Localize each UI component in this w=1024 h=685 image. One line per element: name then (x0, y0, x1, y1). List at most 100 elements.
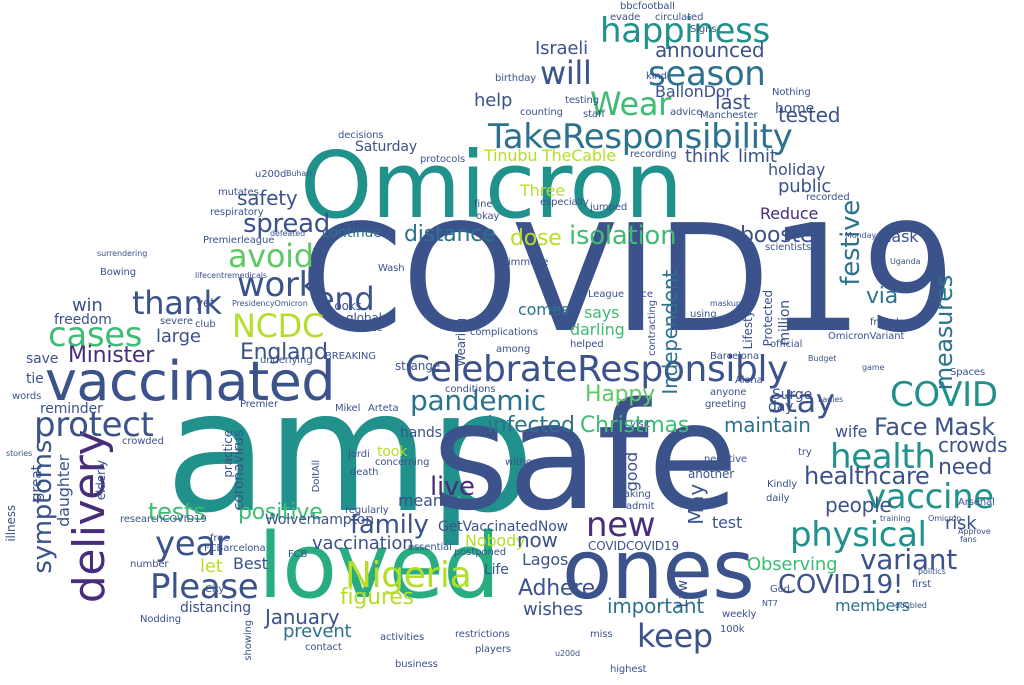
word-nt7: NT7 (762, 599, 778, 608)
word-test: test (712, 513, 743, 532)
word-infected: infected (487, 413, 575, 438)
word-vaccine: vaccine (866, 477, 994, 517)
word-club: club (195, 319, 216, 330)
word-greeting: greeting (705, 399, 747, 410)
word-jumped: jumped (590, 202, 628, 213)
word-distance: distance (404, 222, 496, 247)
word-100k: 100k (720, 624, 745, 635)
word-getvaccinatednow: GetVaccinatedNow (438, 519, 568, 535)
word-respiratory: respiratory (210, 207, 264, 218)
word-covid19-excl: COVID19! (778, 570, 904, 600)
word-advice: advice (670, 107, 703, 118)
word-friends: friends (870, 317, 904, 328)
word-england: England (240, 340, 328, 365)
word-physical: physical (790, 515, 927, 555)
word-using: using (690, 309, 717, 320)
word-please: Please (150, 567, 259, 607)
word-kind: kind (646, 71, 667, 82)
word-taking: taking (620, 489, 651, 500)
word-helped: helped (570, 339, 604, 350)
word-large: large (156, 326, 201, 347)
word-fans: fans (960, 535, 977, 544)
word-life: Life (484, 562, 509, 578)
word-independent: Independent (658, 270, 682, 395)
word-visit: visit (630, 419, 651, 430)
word-festive: festive (836, 200, 866, 286)
word-distancing: distancing (180, 600, 251, 616)
word-training: training (880, 514, 911, 523)
word-live: live (430, 472, 475, 502)
word-jordi: Jordi (348, 449, 370, 460)
word-holiday: holiday (768, 160, 826, 179)
word-protect: protect (34, 405, 154, 445)
word-bbcfootball: bbcfootball (620, 1, 675, 12)
word-isolation: isolation (569, 221, 677, 251)
word-number: number (130, 559, 169, 570)
word-safety: safety (237, 186, 298, 210)
word-surrendering: surrendering (97, 249, 148, 258)
word-may: May (684, 484, 708, 525)
word-million: million (777, 300, 793, 346)
word-okay: okay (476, 211, 500, 222)
word-fine: fine (474, 199, 493, 210)
word-symptoms: symptoms (28, 440, 58, 574)
word-premier: Premier (240, 399, 278, 410)
word-surge: Surge (772, 387, 813, 403)
word-anyone: anyone (710, 387, 747, 398)
word-stories: stories (6, 449, 33, 458)
word-activities: activities (380, 632, 425, 643)
word-ballondor: BallonDor (655, 82, 732, 101)
word-france: France (350, 323, 383, 334)
word-now: now (517, 528, 558, 552)
word-free: free (210, 533, 230, 544)
word-stay: stay (768, 382, 835, 420)
word-first: first (912, 579, 932, 590)
word-nodding: Nodding (140, 614, 182, 625)
word-underlying: underlying (260, 355, 313, 366)
word-booster: booster (740, 223, 823, 248)
word-will: will (540, 54, 592, 92)
word-members: members (835, 596, 910, 615)
word-tested: tested (778, 103, 841, 127)
word-happy: Happy (585, 382, 655, 407)
word-new: new (586, 505, 656, 545)
word-figures: figures (340, 585, 414, 610)
word-breaking: BREAKING (325, 351, 376, 362)
word-without: without (505, 457, 542, 468)
word-conditions: conditions (445, 384, 496, 395)
word-happiness: happiness (600, 11, 770, 51)
word-decisions: decisions (338, 130, 384, 141)
word-tests: tests (148, 498, 206, 526)
word-postponed: postponed (454, 547, 507, 558)
word-testing: testing (565, 95, 599, 106)
word-tis: Tis (612, 431, 626, 442)
word-covid19: COVID19 (300, 193, 956, 365)
word-spaces: Spaces (950, 367, 986, 378)
word-kindly: Kindly (767, 479, 798, 490)
word-business: business (395, 659, 438, 670)
word-politics: politics (918, 567, 946, 576)
word-contracting: contracting (647, 300, 658, 356)
word-freedom: freedom (54, 312, 112, 328)
word-fcbarcelona: FCBarcelona (204, 543, 266, 554)
word-let: let (200, 556, 223, 577)
word-strange: strange (395, 359, 441, 373)
word-ladies: Ladies (818, 395, 844, 404)
word-complications: complications (470, 327, 538, 338)
word-safe: safe (432, 371, 739, 543)
word-players: players (475, 644, 511, 655)
word-fcb: FCB (288, 549, 308, 560)
word-variant: variant (860, 543, 957, 576)
word-mikel: Mikel (335, 403, 361, 414)
word-thecable: TheCable (542, 146, 616, 165)
word-saturday: Saturday (355, 139, 417, 155)
word-reduce: Reduce (760, 204, 819, 223)
word-defeated: defeated (270, 229, 306, 238)
word-lifestyle: Lifestyle (741, 300, 755, 350)
word-counting: counting (520, 107, 563, 118)
word-face-small: face (632, 289, 653, 300)
word-nigeria: Nigeria (345, 555, 472, 596)
word-wash: Wash (378, 263, 405, 274)
word-says: says (584, 303, 620, 322)
word-u200d: u200d (255, 169, 287, 180)
